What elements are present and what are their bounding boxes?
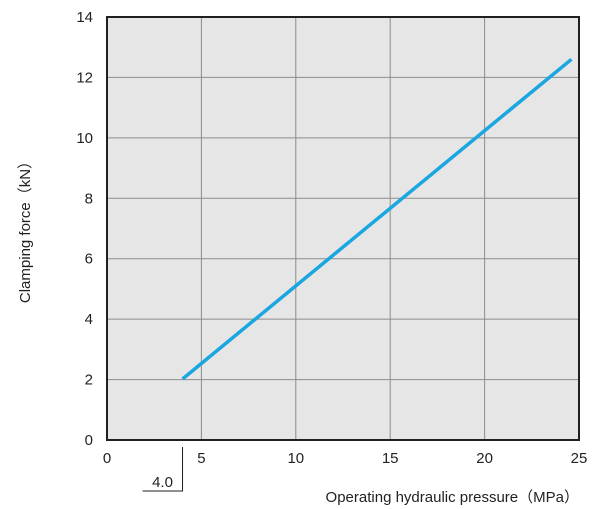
y-tick-label: 4 bbox=[85, 311, 93, 328]
x-tick-label: 20 bbox=[476, 450, 493, 467]
y-tick-label: 14 bbox=[76, 9, 93, 26]
y-tick-label: 12 bbox=[76, 69, 93, 86]
x-axis-title: Operating hydraulic pressure（MPa） bbox=[326, 489, 579, 506]
x-tick-labels: 0 5 10 15 20 25 bbox=[103, 450, 588, 467]
x-tick-label: 0 bbox=[103, 450, 111, 467]
x-tick-label: 15 bbox=[382, 450, 399, 467]
x-tick-label: 25 bbox=[571, 450, 588, 467]
plot-background bbox=[107, 17, 579, 440]
x-marker-bracket bbox=[142, 447, 184, 492]
y-axis-title: Clamping force（kN） bbox=[17, 154, 34, 303]
y-tick-label: 2 bbox=[85, 372, 93, 389]
y-tick-label: 6 bbox=[85, 251, 93, 268]
y-tick-label: 10 bbox=[76, 130, 93, 147]
y-tick-label: 0 bbox=[85, 432, 93, 449]
y-tick-label: 8 bbox=[85, 190, 93, 207]
x-tick-label: 10 bbox=[287, 450, 304, 467]
plot-frame bbox=[106, 16, 580, 441]
x-tick-label: 5 bbox=[197, 450, 205, 467]
x-marker-label: 4.0 bbox=[152, 474, 173, 491]
y-tick-labels: 0 2 4 6 8 10 12 14 bbox=[76, 9, 93, 449]
clamping-force-line bbox=[181, 57, 573, 381]
grid-lines bbox=[107, 17, 579, 440]
x-marker-annotation: 4.0 bbox=[142, 447, 184, 492]
